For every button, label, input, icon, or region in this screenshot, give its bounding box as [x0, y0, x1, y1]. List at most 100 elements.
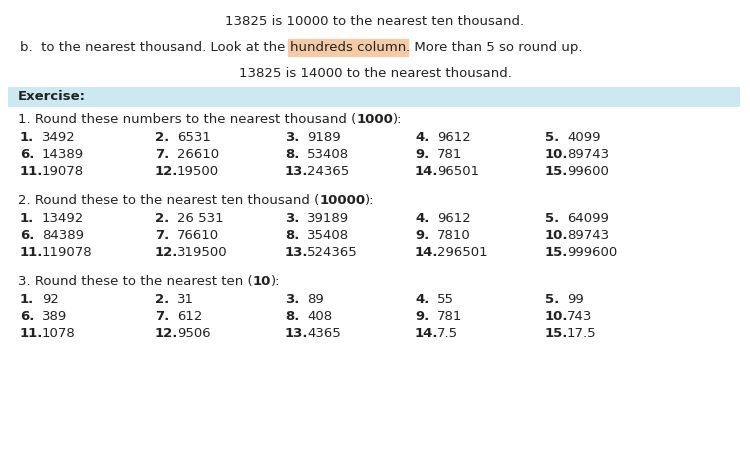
Text: 15.: 15.	[545, 246, 568, 259]
Text: 10.: 10.	[545, 148, 568, 161]
Text: ):: ):	[271, 275, 280, 288]
Text: 14389: 14389	[42, 148, 84, 161]
Text: hundreds column: hundreds column	[290, 41, 406, 54]
Text: . More than 5 so round up.: . More than 5 so round up.	[406, 41, 582, 54]
Text: 5.: 5.	[545, 293, 560, 306]
Text: 11.: 11.	[20, 165, 44, 178]
Text: 9506: 9506	[177, 327, 211, 340]
Text: 9.: 9.	[415, 148, 429, 161]
Text: 24365: 24365	[307, 165, 350, 178]
Text: 781: 781	[437, 148, 462, 161]
Text: 9.: 9.	[415, 229, 429, 242]
Text: 31: 31	[177, 293, 194, 306]
Text: 743: 743	[567, 310, 592, 323]
Text: 9189: 9189	[307, 131, 340, 144]
Text: 26 531: 26 531	[177, 212, 224, 225]
Text: 4.: 4.	[415, 293, 429, 306]
Text: 524365: 524365	[307, 246, 358, 259]
Text: 96501: 96501	[437, 165, 479, 178]
Text: 19500: 19500	[177, 165, 219, 178]
Text: 53408: 53408	[307, 148, 349, 161]
Text: 13825 is 14000 to the nearest thousand.: 13825 is 14000 to the nearest thousand.	[238, 67, 512, 80]
Text: 12.: 12.	[155, 246, 178, 259]
Text: 10.: 10.	[545, 310, 568, 323]
Text: 1078: 1078	[42, 327, 76, 340]
Text: 2.: 2.	[155, 212, 170, 225]
Text: 12.: 12.	[155, 327, 178, 340]
Text: 89743: 89743	[567, 148, 609, 161]
Text: 4.: 4.	[415, 212, 429, 225]
Text: 39189: 39189	[307, 212, 349, 225]
Text: 10000: 10000	[320, 194, 365, 207]
Text: 319500: 319500	[177, 246, 228, 259]
Text: b.  to the nearest thousand. Look at the: b. to the nearest thousand. Look at the	[20, 41, 290, 54]
Text: 6.: 6.	[20, 310, 34, 323]
Text: 17.5: 17.5	[567, 327, 597, 340]
Text: 15.: 15.	[545, 165, 568, 178]
Text: 7810: 7810	[437, 229, 471, 242]
Text: 6531: 6531	[177, 131, 211, 144]
Text: 55: 55	[437, 293, 454, 306]
Text: 781: 781	[437, 310, 462, 323]
Text: 64099: 64099	[567, 212, 609, 225]
Text: 13.: 13.	[285, 327, 308, 340]
Text: 84389: 84389	[42, 229, 84, 242]
Text: 389: 389	[42, 310, 68, 323]
Text: 3.: 3.	[285, 293, 299, 306]
Text: 99600: 99600	[567, 165, 609, 178]
Text: 5.: 5.	[545, 212, 560, 225]
Text: 13825 is 10000 to the nearest ten thousand.: 13825 is 10000 to the nearest ten thousa…	[226, 15, 524, 28]
Text: 11.: 11.	[20, 327, 44, 340]
Text: 13492: 13492	[42, 212, 84, 225]
Text: 1.: 1.	[20, 293, 34, 306]
Text: 13.: 13.	[285, 165, 308, 178]
Text: 10.: 10.	[545, 229, 568, 242]
Text: ):: ):	[365, 194, 375, 207]
Text: 9612: 9612	[437, 212, 471, 225]
Text: 9612: 9612	[437, 131, 471, 144]
Text: 35408: 35408	[307, 229, 349, 242]
Text: 1.: 1.	[20, 212, 34, 225]
Text: 15.: 15.	[545, 327, 568, 340]
Text: 76610: 76610	[177, 229, 219, 242]
Text: 13.: 13.	[285, 246, 308, 259]
Text: 26610: 26610	[177, 148, 219, 161]
Text: ):: ):	[393, 113, 403, 126]
FancyBboxPatch shape	[8, 87, 740, 107]
Text: 8.: 8.	[285, 148, 299, 161]
Text: 12.: 12.	[155, 165, 178, 178]
Text: 99: 99	[567, 293, 584, 306]
Text: 6.: 6.	[20, 148, 34, 161]
Text: 1.: 1.	[20, 131, 34, 144]
Text: 92: 92	[42, 293, 58, 306]
Text: 3.: 3.	[285, 212, 299, 225]
Text: 19078: 19078	[42, 165, 84, 178]
Text: 14.: 14.	[415, 246, 439, 259]
Text: 89743: 89743	[567, 229, 609, 242]
Text: 10: 10	[253, 275, 271, 288]
Text: 9.: 9.	[415, 310, 429, 323]
Text: 296501: 296501	[437, 246, 488, 259]
Text: 999600: 999600	[567, 246, 617, 259]
Text: 4099: 4099	[567, 131, 601, 144]
Text: Exercise:: Exercise:	[18, 90, 86, 103]
Text: 3. Round these to the nearest ten (: 3. Round these to the nearest ten (	[18, 275, 253, 288]
Text: 119078: 119078	[42, 246, 93, 259]
Text: 7.: 7.	[155, 148, 170, 161]
Text: 14.: 14.	[415, 327, 439, 340]
Text: 4365: 4365	[307, 327, 340, 340]
Text: 5.: 5.	[545, 131, 560, 144]
Text: 8.: 8.	[285, 310, 299, 323]
Text: 3492: 3492	[42, 131, 76, 144]
Text: 6.: 6.	[20, 229, 34, 242]
Text: 1000: 1000	[356, 113, 393, 126]
Text: 7.: 7.	[155, 229, 170, 242]
Text: 612: 612	[177, 310, 203, 323]
Text: 8.: 8.	[285, 229, 299, 242]
Text: 2. Round these to the nearest ten thousand (: 2. Round these to the nearest ten thousa…	[18, 194, 320, 207]
Text: 4.: 4.	[415, 131, 429, 144]
Text: 7.: 7.	[155, 310, 170, 323]
Text: 1. Round these numbers to the nearest thousand (: 1. Round these numbers to the nearest th…	[18, 113, 356, 126]
Text: 3.: 3.	[285, 131, 299, 144]
Text: 2.: 2.	[155, 131, 170, 144]
